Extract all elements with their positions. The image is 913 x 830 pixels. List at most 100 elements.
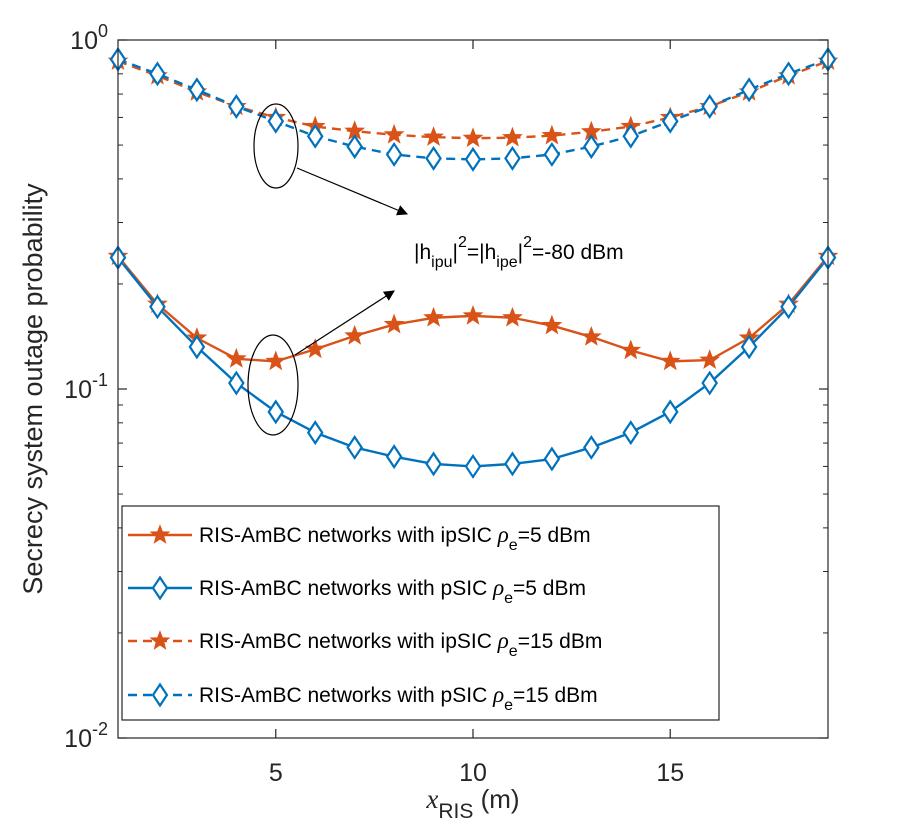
legend-label-suffix: =5 dBm — [513, 577, 586, 600]
annotation-part: |h — [414, 241, 431, 264]
marker-psic-15dbm — [504, 145, 521, 171]
legend-label: RIS-AmBC networks with ipSIC ρe=5 dBm — [199, 522, 591, 554]
x-axis-subscript: RIS — [438, 800, 473, 823]
legend-rho-sub: e — [504, 697, 513, 714]
legend-rho: ρ — [497, 628, 509, 653]
marker-psic-5dbm — [504, 451, 521, 477]
legend-rho-sub: e — [509, 643, 518, 660]
marker-psic-15dbm — [780, 61, 797, 87]
marker-psic-5dbm — [385, 444, 403, 470]
ticks-layer — [118, 39, 828, 739]
marker-psic-15dbm — [149, 61, 166, 87]
marker-ipsic-5dbm — [423, 306, 444, 327]
legend-label: RIS-AmBC networks with pSIC ρe=5 dBm — [199, 575, 586, 607]
marker-psic-15dbm — [346, 134, 363, 160]
marker-ipsic-5dbm — [580, 325, 602, 346]
legend-rho: ρ — [497, 522, 509, 547]
annotation-part: =-80 dBm — [532, 241, 624, 264]
x-tick-labels: 5 10 15 — [269, 759, 684, 787]
legend-marker — [149, 524, 171, 544]
marker-psic-5dbm — [780, 294, 797, 320]
marker-psic-5dbm — [622, 420, 640, 446]
marker-psic-5dbm — [583, 434, 600, 460]
marker-psic-5dbm — [228, 370, 245, 396]
marker-psic-15dbm — [583, 134, 600, 160]
legend-marker — [151, 682, 169, 708]
x-axis-label: xRIS (m) — [425, 784, 519, 823]
marker-ipsic-5dbm — [541, 314, 563, 335]
x-tick-label: 5 — [269, 759, 283, 787]
annotation-text: |hipu|2=|hipe|2=-80 dBm — [414, 234, 624, 271]
marker-ipsic-5dbm — [383, 313, 405, 334]
y-tick-base: 10 — [70, 27, 98, 55]
legend-item-psic-5dbm: RIS-AmBC networks with pSIC ρe=5 dBm — [128, 575, 586, 607]
marker-psic-15dbm — [306, 123, 324, 149]
legend-rho-sub: e — [504, 590, 513, 607]
marker-psic-5dbm — [188, 334, 206, 360]
legend-label: RIS-AmBC networks with pSIC ρe=15 dBm — [199, 682, 598, 714]
legend-rho: ρ — [492, 682, 504, 707]
annotation-part: ipe — [496, 254, 517, 271]
annotation-part: 2 — [523, 234, 532, 251]
legend-label-prefix: RIS-AmBC networks with pSIC — [199, 577, 493, 600]
marker-psic-5dbm — [346, 434, 363, 460]
x-axis-unit: (m) — [473, 784, 519, 814]
marker-ipsic-15dbm — [502, 126, 523, 147]
annotation-part: =|h — [467, 241, 496, 264]
y-axis-label: Secrecy system outage probability — [18, 183, 48, 595]
legend-label-prefix: RIS-AmBC networks with ipSIC — [199, 524, 498, 547]
annotation-part: 2 — [458, 234, 467, 251]
marker-psic-5dbm — [306, 420, 324, 446]
legend: RIS-AmBC networks with ipSIC ρe=5 dBmRIS… — [121, 505, 720, 721]
marker-ipsic-5dbm — [225, 347, 247, 368]
marker-psic-5dbm — [740, 334, 758, 360]
marker-ipsic-5dbm — [502, 306, 523, 327]
legend-rho-sub: e — [509, 537, 518, 554]
legend-box — [121, 505, 720, 721]
annotation-arrow-bottom — [294, 290, 395, 356]
marker-ipsic-15dbm — [541, 124, 563, 145]
marker-psic-5dbm — [661, 399, 679, 425]
legend-marker — [151, 575, 169, 601]
marker-psic-5dbm — [543, 446, 561, 472]
x-tick-label: 15 — [656, 759, 684, 787]
marker-psic-5dbm — [425, 451, 442, 477]
legend-label-prefix: RIS-AmBC networks with pSIC — [199, 684, 493, 707]
plot-frame — [117, 39, 829, 739]
y-tick-base: 10 — [64, 376, 92, 404]
marker-psic-15dbm — [464, 146, 482, 172]
annotation-part: ipu — [431, 254, 452, 271]
marker-ipsic-5dbm — [462, 304, 484, 325]
legend-label-suffix: =15 dBm — [518, 630, 603, 653]
marker-psic-15dbm — [188, 77, 206, 103]
annotation-part: | — [518, 241, 523, 264]
x-tick-label: 10 — [459, 759, 487, 787]
marker-psic-5dbm — [701, 370, 718, 396]
marker-ipsic-15dbm — [462, 127, 484, 148]
y-tick-label: 10-1 — [64, 370, 108, 404]
legend-label-suffix: =15 dBm — [513, 684, 598, 707]
legend-item-ipsic-5dbm: RIS-AmBC networks with ipSIC ρe=5 dBm — [128, 522, 591, 554]
marker-ipsic-5dbm — [620, 339, 642, 360]
annotation-arrow-top — [296, 167, 408, 216]
marker-psic-15dbm — [740, 77, 758, 103]
marker-psic-15dbm — [661, 108, 679, 134]
marker-psic-5dbm — [149, 294, 166, 320]
legend-marker — [149, 630, 171, 650]
legend-item-ipsic-15dbm: RIS-AmBC networks with ipSIC ρe=15 dBm — [128, 628, 602, 660]
y-tick-exp: 0 — [98, 21, 108, 41]
markers-layer — [107, 46, 839, 479]
marker-ipsic-15dbm — [383, 123, 405, 144]
legend-label: RIS-AmBC networks with ipSIC ρe=15 dBm — [199, 628, 602, 660]
y-tick-exp: -2 — [92, 719, 108, 739]
y-tick-label: 100 — [70, 21, 108, 55]
marker-ipsic-5dbm — [344, 324, 366, 345]
marker-psic-15dbm — [267, 108, 285, 134]
annotation: |hipu|2=|hipe|2=-80 dBm — [247, 103, 624, 436]
marker-psic-5dbm — [464, 453, 482, 479]
marker-ipsic-5dbm — [659, 350, 681, 371]
marker-ipsic-5dbm — [699, 349, 721, 369]
annotation-ellipse-bottom — [247, 334, 299, 436]
